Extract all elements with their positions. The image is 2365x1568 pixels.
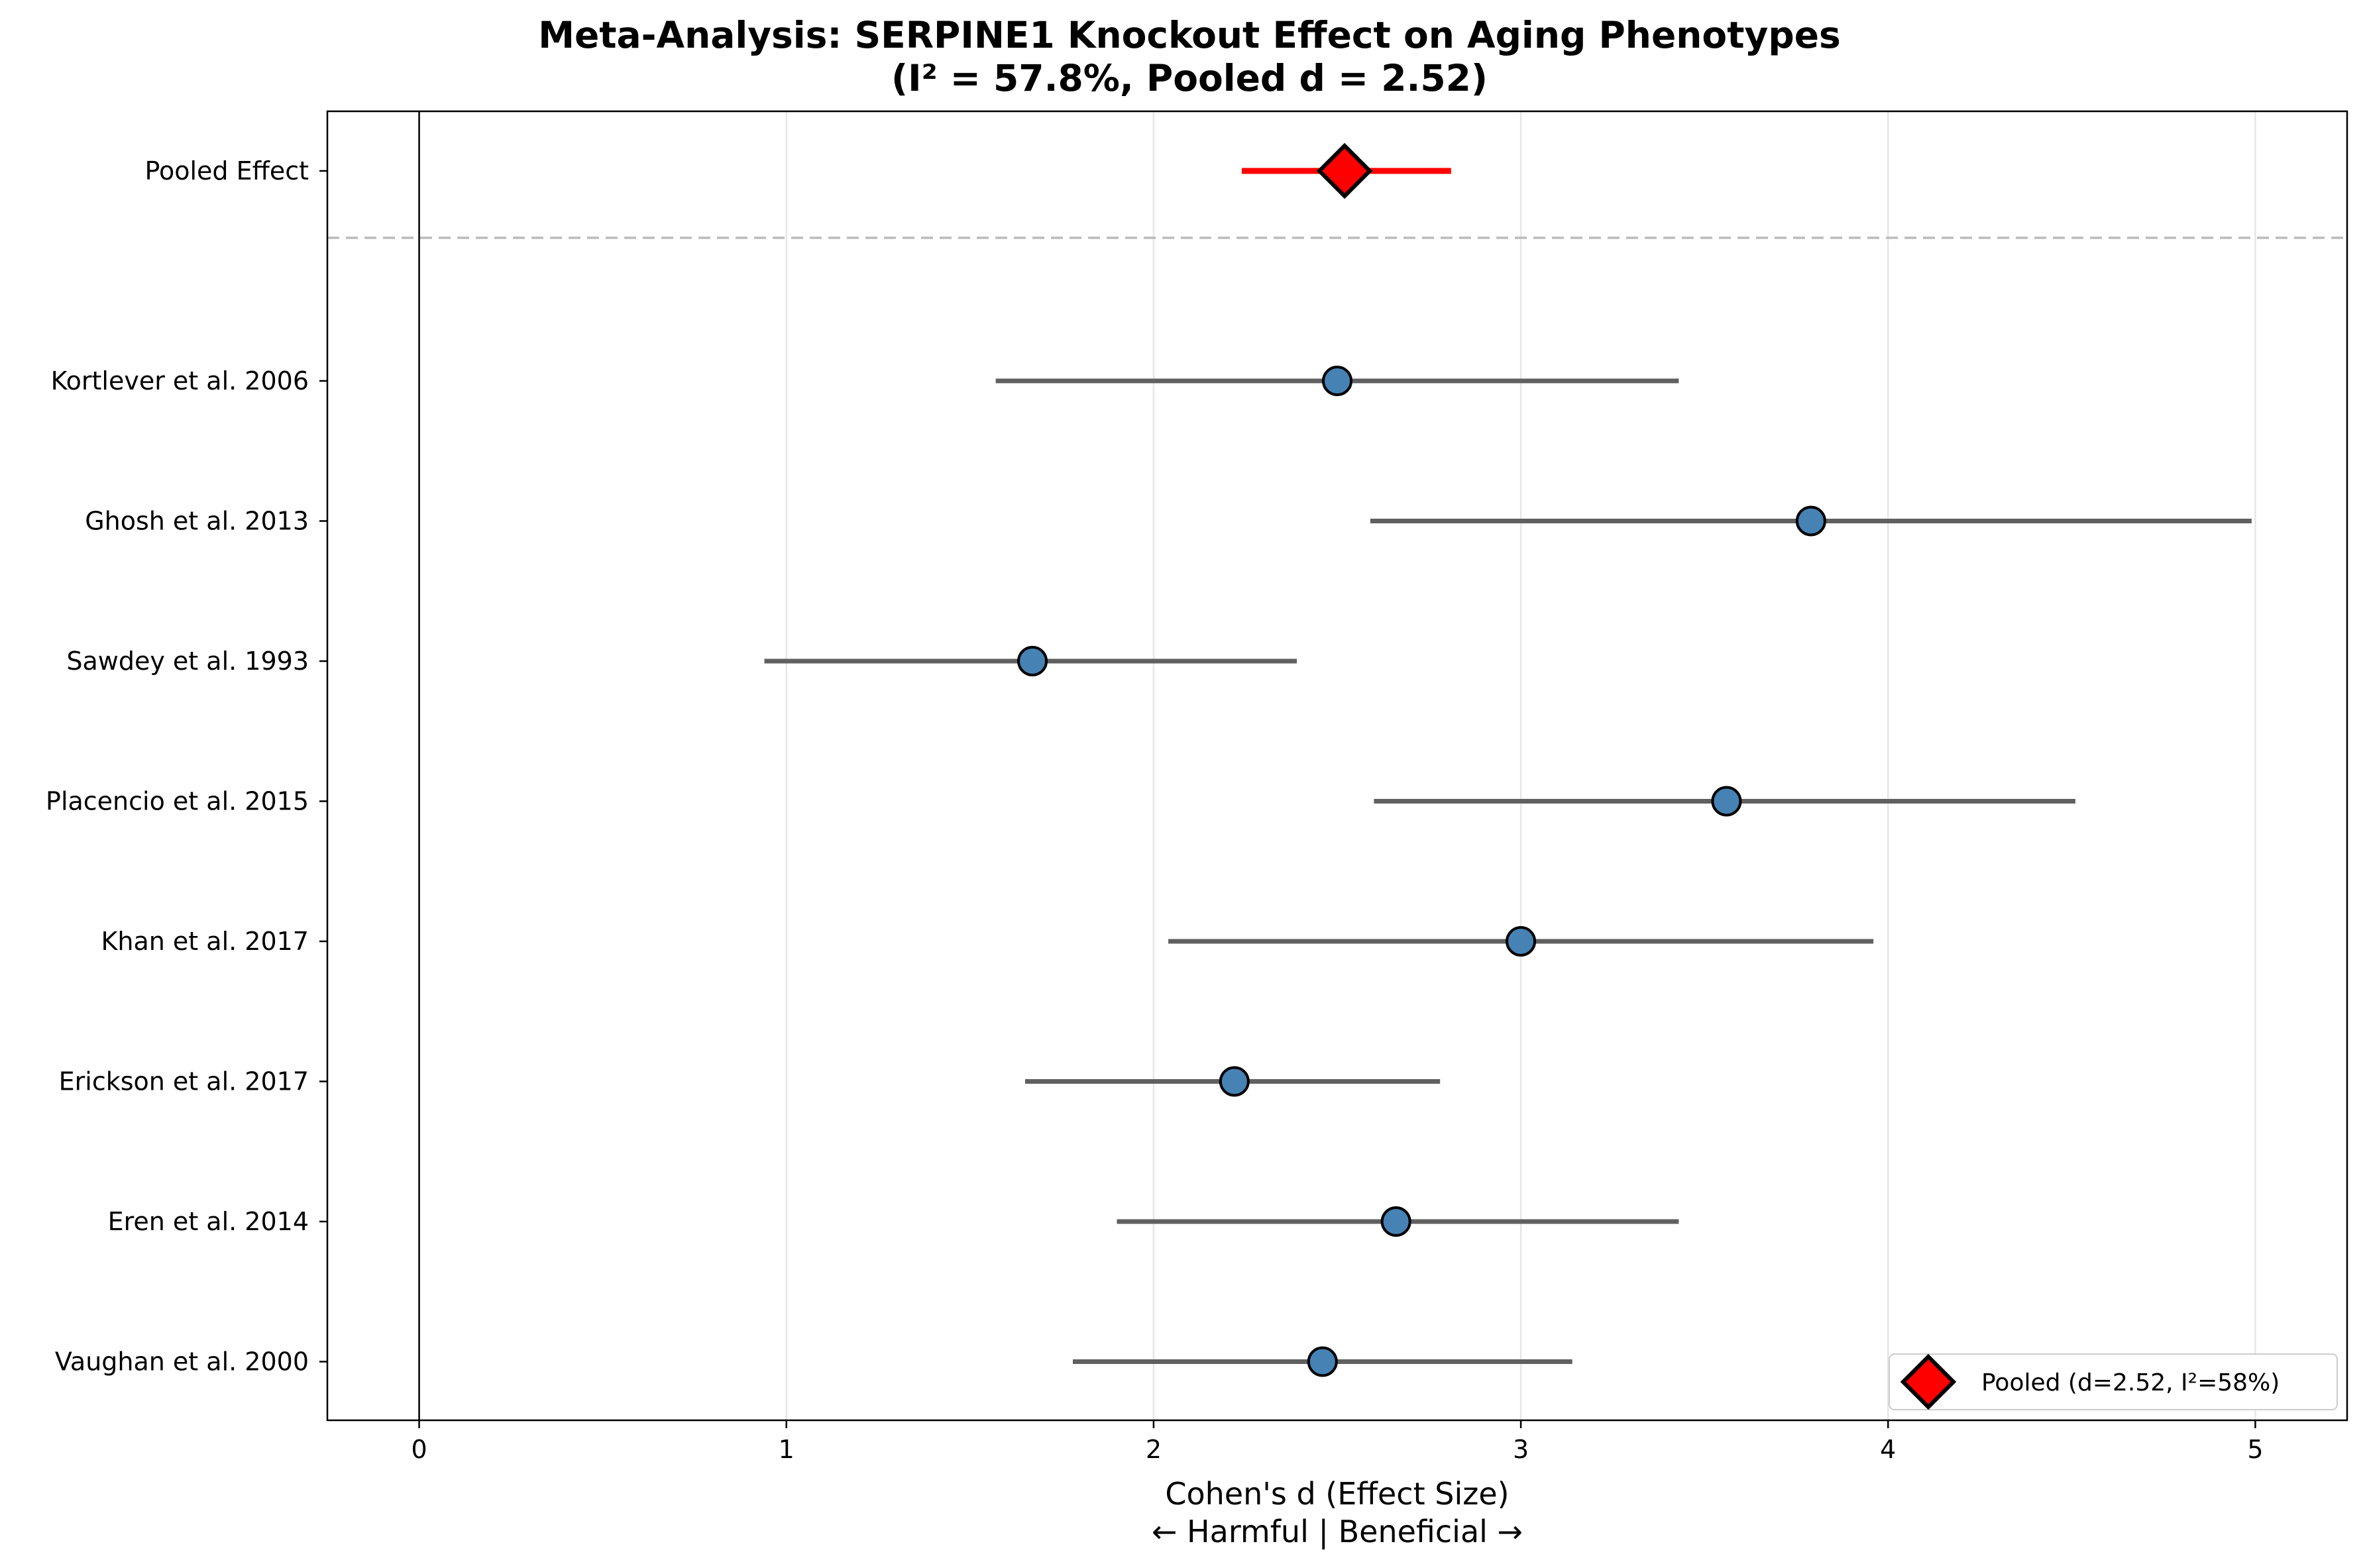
y-tick-label-study: Kortlever et al. 2006 — [51, 366, 309, 395]
study-effect-marker — [1219, 1066, 1250, 1097]
y-tick-labels: Pooled Effect Kortlever et al. 2006 Ghosh … — [46, 156, 327, 1377]
x-tick-label: 0 — [411, 1435, 427, 1464]
study-effect-marker — [1506, 926, 1537, 957]
y-tick-label-study: Ghosh et al. 2013 — [85, 507, 309, 536]
pooled-effect-marker — [1316, 142, 1373, 199]
x-axis-label-line1: Cohen's d (Effect Size) — [1165, 1476, 1509, 1512]
study-effect-marker — [1017, 646, 1048, 676]
chart-title-line2: (I² = 57.8%, Pooled d = 2.52) — [891, 57, 1488, 99]
legend-pooled-label: Pooled (d=2.52, I²=58%) — [1981, 1369, 2280, 1396]
legend-box — [1889, 1353, 2338, 1410]
study-effect-marker — [1307, 1346, 1338, 1377]
study-effect-marker — [1322, 366, 1352, 396]
x-tick-label: 4 — [1880, 1435, 1896, 1464]
legend: Pooled (d=2.52, I²=58%) — [1889, 1353, 2338, 1410]
y-tick-label-pooled: Pooled Effect — [144, 156, 309, 185]
y-tick-label-study: Eren et al. 2014 — [108, 1207, 309, 1236]
y-tick-label-study: Erickson et al. 2017 — [59, 1067, 309, 1096]
y-tick-label-study: Khan et al. 2017 — [101, 927, 309, 956]
x-axis-label-line2: ← Harmful | Beneficial → — [1152, 1514, 1523, 1550]
x-tick-label: 5 — [2247, 1435, 2263, 1464]
study-effect-marker — [1711, 786, 1742, 817]
y-tick-label-study: Vaughan et al. 2000 — [55, 1347, 309, 1377]
x-tick-label: 3 — [1513, 1435, 1529, 1464]
plot-frame — [326, 110, 2348, 1422]
study-effect-marker — [1795, 505, 1826, 537]
x-tick-label: 1 — [779, 1435, 795, 1464]
effect-markers — [1017, 142, 1826, 1377]
x-tick-labels: 0 1 2 3 4 5 — [411, 1420, 2264, 1464]
y-tick-label-study: Placencio et al. 2015 — [46, 787, 309, 816]
gridlines — [785, 111, 2256, 1420]
y-tick-label-study: Sawdey et al. 1993 — [66, 647, 309, 676]
x-tick-label: 2 — [1146, 1435, 1162, 1464]
chart-title-line1: Meta-Analysis: SERPINE1 Knockout Effect … — [538, 14, 1841, 56]
study-effect-marker — [1380, 1206, 1411, 1237]
reference-lines — [327, 111, 2347, 1420]
legend-pooled-marker — [1900, 1353, 1957, 1410]
